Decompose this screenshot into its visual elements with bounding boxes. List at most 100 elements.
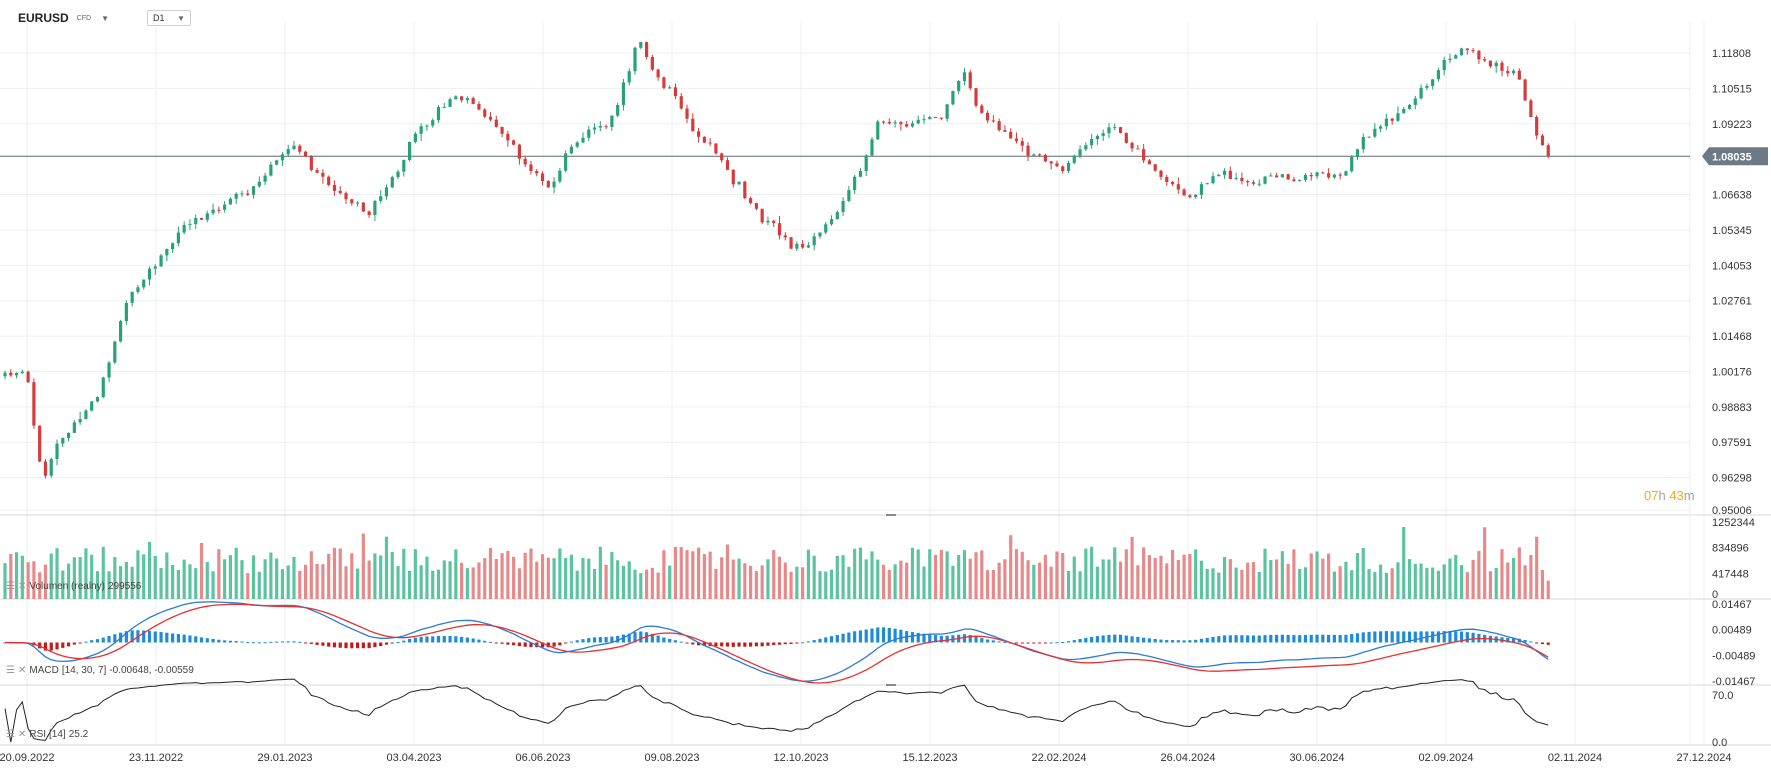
candle-body [899, 122, 903, 125]
macd-histogram-bar [1194, 639, 1198, 643]
macd-histogram-bar [783, 642, 787, 645]
volume-bar [1049, 566, 1053, 599]
candle-body [668, 87, 672, 89]
macd-histogram-bar [1373, 631, 1377, 643]
close-icon[interactable]: ✕ [17, 581, 27, 592]
volume-bar [922, 566, 926, 599]
candle-body [1373, 128, 1377, 137]
volume-bar [344, 566, 348, 599]
candle-body [1436, 70, 1441, 80]
candle-body [1298, 179, 1302, 182]
candle-body [749, 198, 753, 204]
volume-bar [211, 571, 215, 599]
candle-body [575, 142, 579, 147]
volume-bar [546, 557, 550, 599]
hamburger-icon[interactable]: ☰ [6, 665, 15, 676]
candle-body [1101, 133, 1105, 136]
candle-body [188, 224, 192, 226]
candle-body [205, 213, 209, 220]
macd-histogram-bar [801, 642, 805, 644]
volume-indicator-value: 299556 [107, 581, 142, 592]
countdown-minutes-unit: m [1683, 488, 1695, 503]
volume-bar [413, 549, 417, 599]
macd-histogram-bar [1159, 639, 1163, 643]
volume-bar [581, 557, 585, 599]
volume-bar [205, 561, 209, 599]
volume-bar [789, 571, 793, 599]
macd-histogram-bar [1390, 631, 1394, 643]
candle-body [980, 105, 984, 113]
volume-bar [1373, 572, 1377, 599]
volume-bar [1101, 559, 1105, 599]
candle-body [165, 249, 169, 256]
volume-bar [743, 563, 747, 599]
macd-histogram-bar [165, 632, 169, 643]
volume-bar [182, 559, 186, 599]
candle-body [1055, 163, 1059, 167]
candle-body [1488, 60, 1493, 67]
volume-indicator-name: Volumen (realny) [29, 581, 105, 592]
macd-histogram-bar [1286, 634, 1290, 643]
macd-histogram-bar [980, 638, 984, 643]
candle-body [535, 171, 539, 174]
price-tick-label: 1.11808 [1712, 48, 1751, 60]
hamburger-icon[interactable]: ☰ [6, 581, 15, 592]
volume-bar [257, 571, 261, 599]
volume-bar [43, 564, 48, 599]
volume-bar [812, 555, 816, 599]
candle-body [552, 181, 556, 188]
candle-body [1090, 138, 1094, 146]
volume-bar [1251, 562, 1256, 599]
volume-bar [477, 562, 481, 599]
candle-body [355, 202, 360, 204]
volume-bar [1274, 559, 1279, 599]
macd-histogram-bar [598, 637, 602, 643]
candle-body [1032, 154, 1036, 156]
volume-bar [1309, 553, 1313, 599]
candle-body [367, 211, 371, 216]
candle-body [1494, 62, 1498, 67]
candle-body [604, 126, 608, 128]
candle-body [685, 108, 689, 119]
macd-histogram-bar [1355, 633, 1360, 643]
macd-histogram-bar [1165, 639, 1169, 643]
candle-body [344, 193, 348, 200]
macd-histogram-bar [847, 632, 851, 643]
volume-bar [529, 548, 533, 599]
volume-bar [881, 564, 886, 599]
candle-countdown: 07h 43m [1644, 488, 1695, 503]
macd-histogram-bar [887, 627, 891, 643]
macd-histogram-bar [84, 641, 88, 643]
candle-body [182, 224, 186, 233]
volume-bar [269, 552, 273, 599]
candle-body [673, 87, 678, 97]
macd-histogram-bar [1026, 642, 1030, 644]
volume-bar [1384, 572, 1388, 599]
macd-histogram-bar [1072, 640, 1076, 643]
volume-bar [66, 563, 71, 599]
candle-body [90, 401, 94, 411]
volume-bar [985, 570, 990, 599]
close-icon[interactable]: ✕ [17, 665, 27, 676]
close-icon[interactable]: ✕ [17, 729, 27, 740]
hamburger-icon[interactable]: ☰ [6, 729, 15, 740]
candle-body [696, 131, 701, 137]
volume-bar [1020, 551, 1024, 599]
timeframe-select[interactable]: D1 ▼ [146, 10, 191, 26]
volume-bar [760, 565, 764, 599]
volume-bar [1448, 558, 1452, 599]
volume-bar [1413, 563, 1417, 599]
macd-histogram-bar [1327, 634, 1331, 643]
volume-bar [379, 555, 383, 599]
macd-histogram-bar [72, 642, 76, 645]
symbol-dropdown-icon[interactable]: ▼ [101, 13, 109, 23]
rsi-indicator-label: ☰ ✕ RSI [14] 25.2 [6, 729, 88, 740]
candle-body [228, 198, 233, 205]
candle-body [818, 232, 822, 237]
symbol-name[interactable]: EURUSD [18, 11, 69, 25]
macd-histogram-bar [344, 642, 348, 649]
candle-body [43, 461, 48, 476]
volume-bar [870, 551, 874, 599]
price-tick-label: 1.02761 [1712, 296, 1752, 308]
